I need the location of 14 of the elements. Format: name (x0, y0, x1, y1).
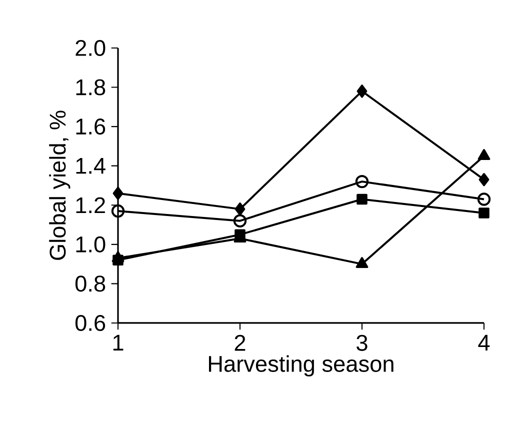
y-tick-label: 0.8 (75, 276, 106, 292)
y-tick-label: 0.6 (75, 314, 106, 332)
y-tick-label: 1.6 (76, 118, 106, 135)
x-tick-label: 1 (113, 334, 124, 350)
y-tick-label: 2.0 (76, 40, 106, 56)
y-tick-label: 1.0 (76, 236, 106, 252)
y-tick-label: 1.2 (76, 197, 105, 214)
x-tick-label: 4 (478, 334, 490, 350)
x-tick-label: 3 (356, 334, 368, 351)
y-axis-title: Global yield, % (49, 110, 70, 260)
x-tick-label: 2 (234, 334, 246, 351)
x-axis-title: Harvesting season (208, 355, 394, 376)
y-tick-label: 1.8 (76, 79, 106, 96)
y-tick-label: 1.4 (76, 158, 106, 174)
